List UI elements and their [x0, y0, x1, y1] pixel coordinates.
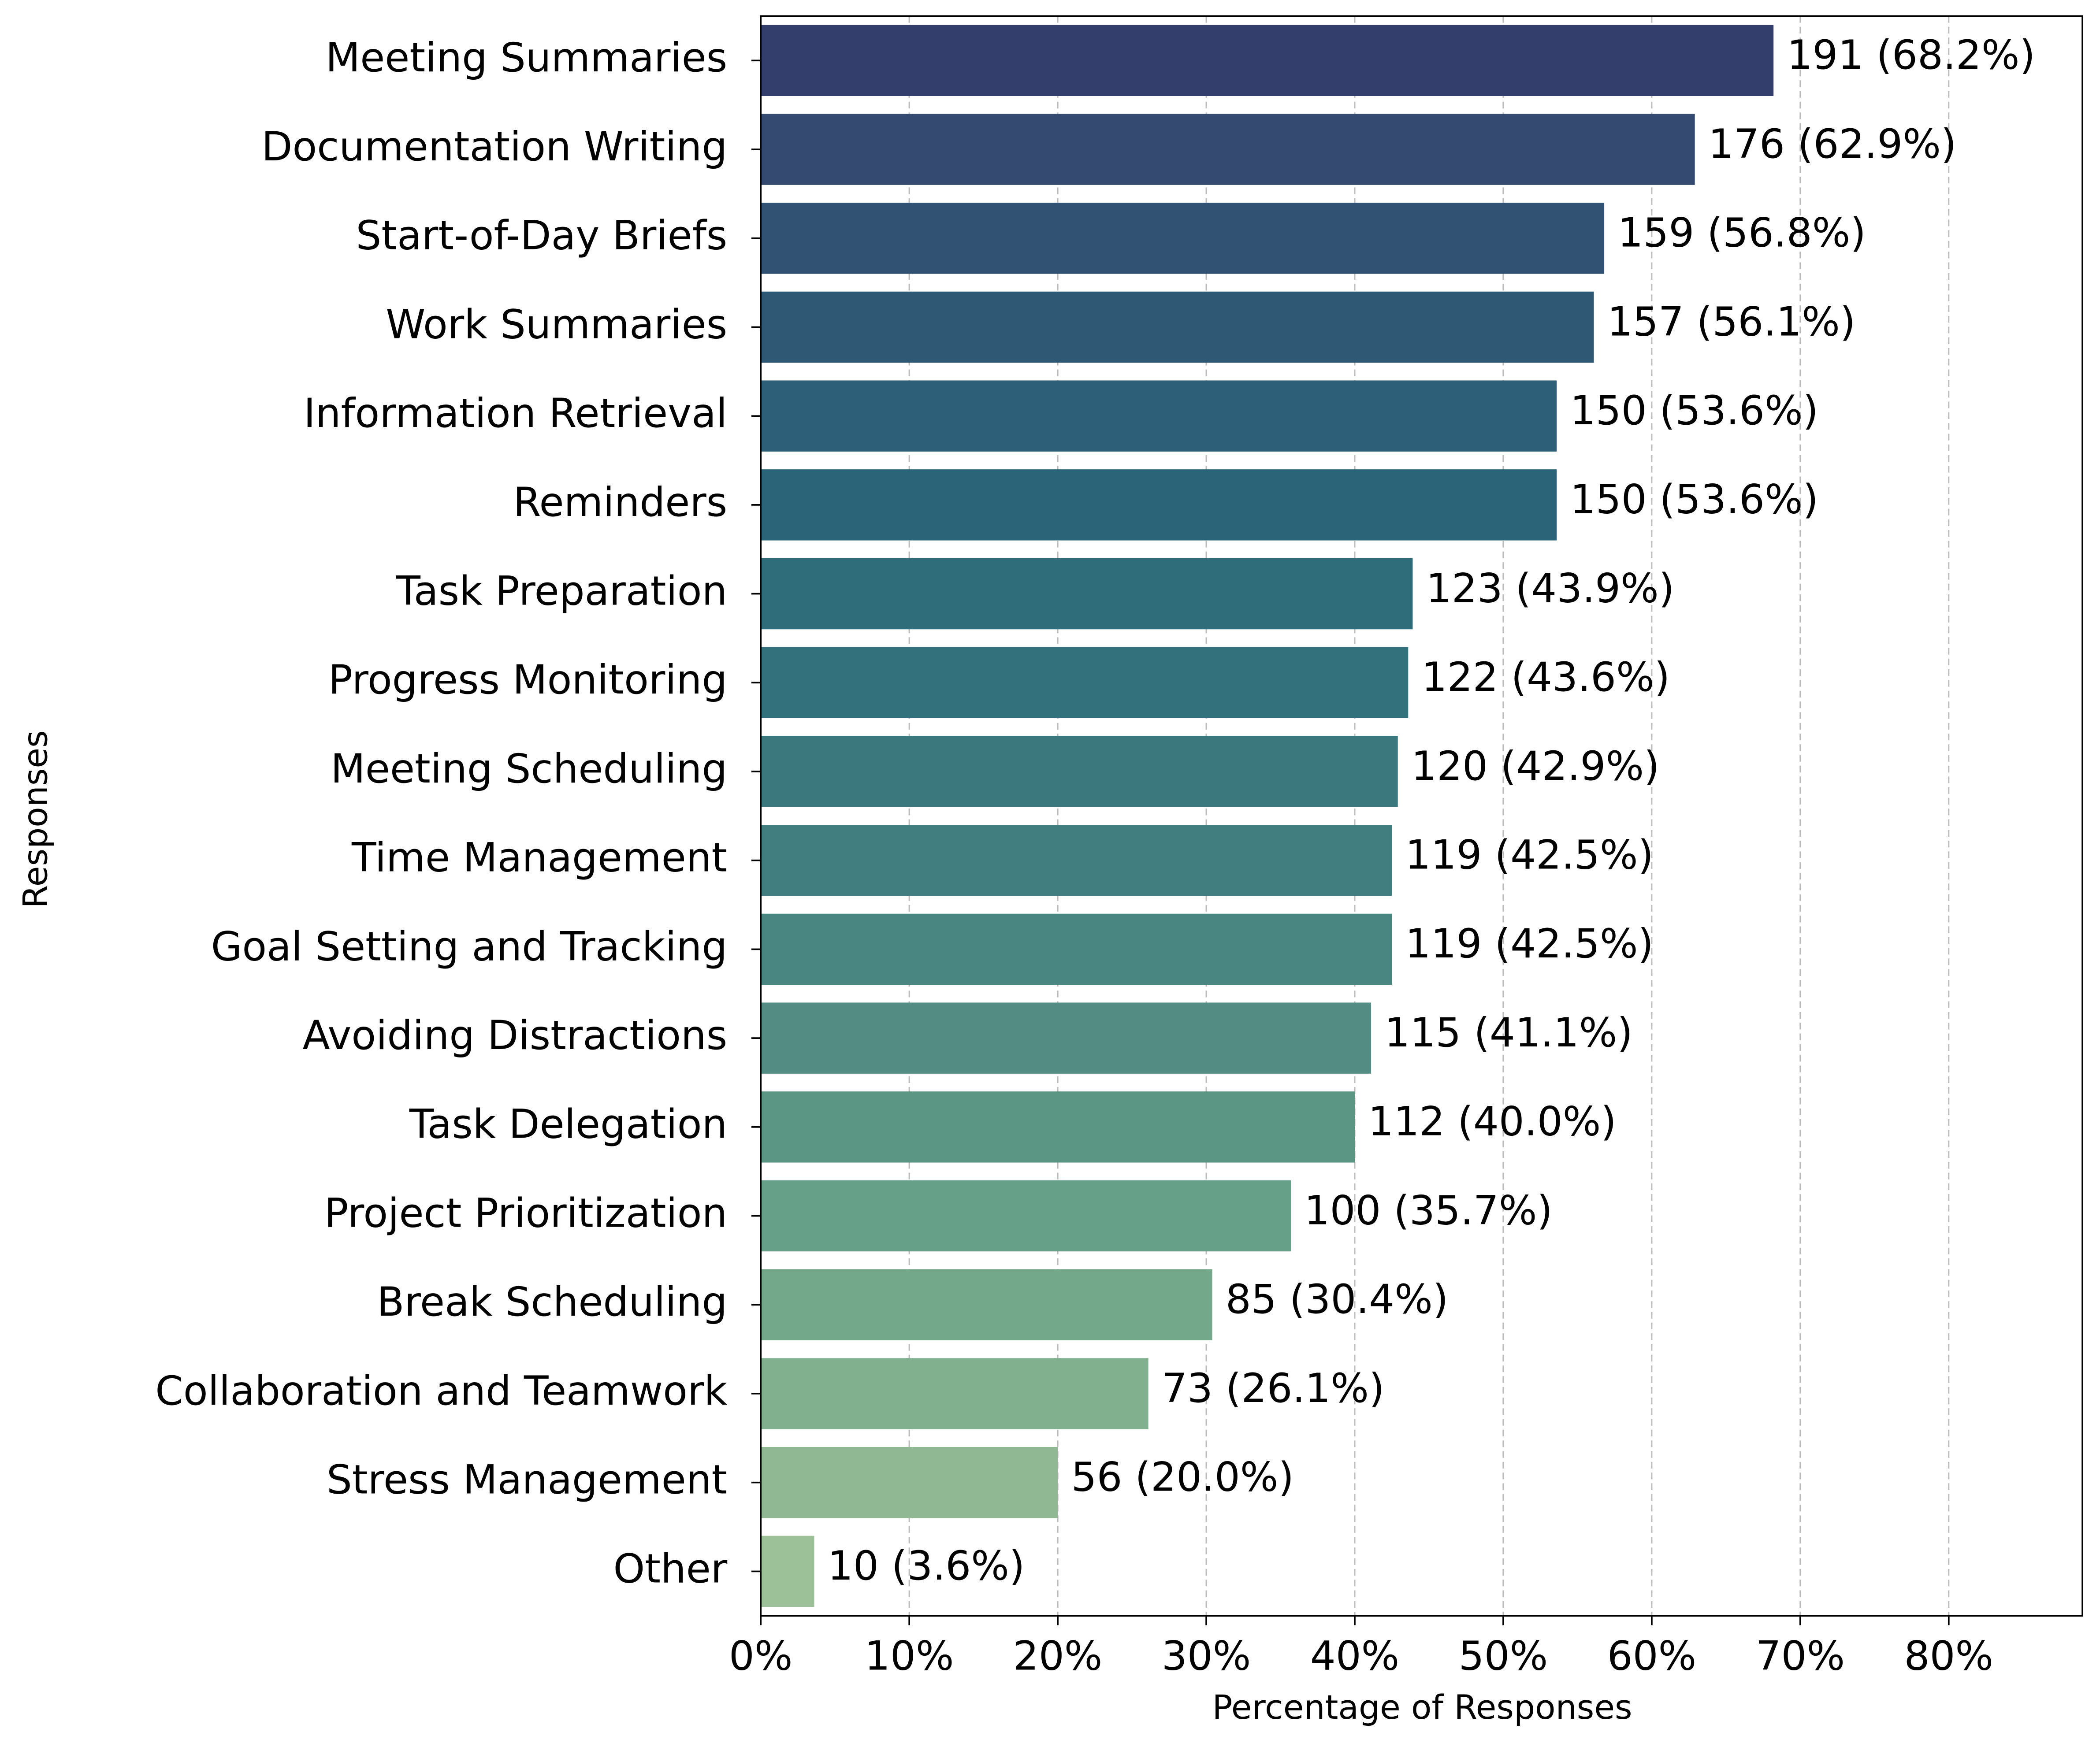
value-label: 120 (42.9%)	[1411, 743, 1659, 790]
bar	[761, 1091, 1355, 1163]
y-tick-label: Goal Setting and Tracking	[211, 923, 728, 970]
x-tick-label: 70%	[1756, 1632, 1845, 1679]
bar	[761, 291, 1594, 363]
bar	[761, 1358, 1148, 1429]
value-label: 150 (53.6%)	[1570, 387, 1818, 434]
y-tick-label: Stress Management	[327, 1457, 727, 1503]
bar	[761, 913, 1392, 985]
y-tick-label: Avoiding Distractions	[302, 1012, 727, 1059]
value-label: 119 (42.5%)	[1405, 920, 1654, 967]
value-label: 85 (30.4%)	[1226, 1276, 1449, 1323]
y-tick-label: Information Retrieval	[304, 390, 727, 437]
bar	[761, 736, 1398, 807]
value-label: 115 (41.1%)	[1384, 1009, 1632, 1056]
value-label: 10 (3.6%)	[828, 1543, 1025, 1589]
value-label: 119 (42.5%)	[1405, 832, 1654, 879]
bar	[761, 1180, 1291, 1252]
x-tick-label: 60%	[1607, 1632, 1697, 1679]
value-label: 176 (62.9%)	[1708, 121, 1956, 167]
y-tick-label: Task Preparation	[395, 567, 727, 614]
bar	[761, 647, 1409, 718]
value-label: 112 (40.0%)	[1368, 1098, 1616, 1145]
y-tick-label: Meeting Summaries	[326, 34, 728, 81]
y-tick-label: Reminders	[513, 479, 727, 526]
y-tick-label: Task Delegation	[409, 1101, 727, 1148]
bar	[761, 1002, 1372, 1074]
y-tick-label: Time Management	[351, 835, 727, 881]
y-tick-label: Documentation Writing	[261, 123, 727, 170]
y-tick-label: Collaboration and Teamwork	[155, 1368, 727, 1414]
bar	[761, 1447, 1058, 1518]
value-label: 191 (68.2%)	[1787, 32, 2035, 78]
y-tick-label: Project Prioritization	[324, 1190, 728, 1236]
x-axis-label: Percentage of Responses	[1212, 1688, 1632, 1727]
value-label: 122 (43.6%)	[1422, 654, 1670, 701]
y-tick-label: Start-of-Day Briefs	[356, 212, 728, 259]
value-label: 100 (35.7%)	[1305, 1187, 1553, 1234]
value-label: 56 (20.0%)	[1071, 1454, 1294, 1500]
y-tick-label: Progress Monitoring	[328, 657, 727, 703]
y-tick-label: Break Scheduling	[377, 1279, 727, 1325]
bar	[761, 380, 1557, 452]
bar	[761, 469, 1557, 541]
bar	[761, 25, 1774, 96]
value-label: 73 (26.1%)	[1162, 1365, 1385, 1412]
value-label: 150 (53.6%)	[1570, 476, 1818, 523]
y-axis-label: Responses	[16, 730, 55, 908]
y-tick-label: Meeting Scheduling	[331, 746, 727, 792]
value-label: 157 (56.1%)	[1607, 298, 1855, 345]
y-tick-label: Work Summaries	[386, 301, 727, 348]
x-tick-label: 10%	[865, 1632, 954, 1679]
x-tick-label: 20%	[1013, 1632, 1103, 1679]
bar	[761, 1536, 814, 1607]
x-tick-label: 30%	[1162, 1632, 1251, 1679]
plot-frame	[760, 15, 2083, 1617]
x-tick-label: 0%	[729, 1632, 793, 1679]
value-label: 159 (56.8%)	[1617, 210, 1866, 256]
bar	[761, 1269, 1212, 1340]
y-tick-label: Other	[613, 1545, 728, 1592]
x-tick-label: 50%	[1459, 1632, 1548, 1679]
bar	[761, 558, 1413, 630]
bar	[761, 114, 1695, 185]
x-tick-label: 40%	[1310, 1632, 1400, 1679]
x-tick-label: 80%	[1904, 1632, 1994, 1679]
bar	[761, 203, 1605, 274]
bar	[761, 825, 1392, 896]
value-label: 123 (43.9%)	[1426, 565, 1674, 612]
